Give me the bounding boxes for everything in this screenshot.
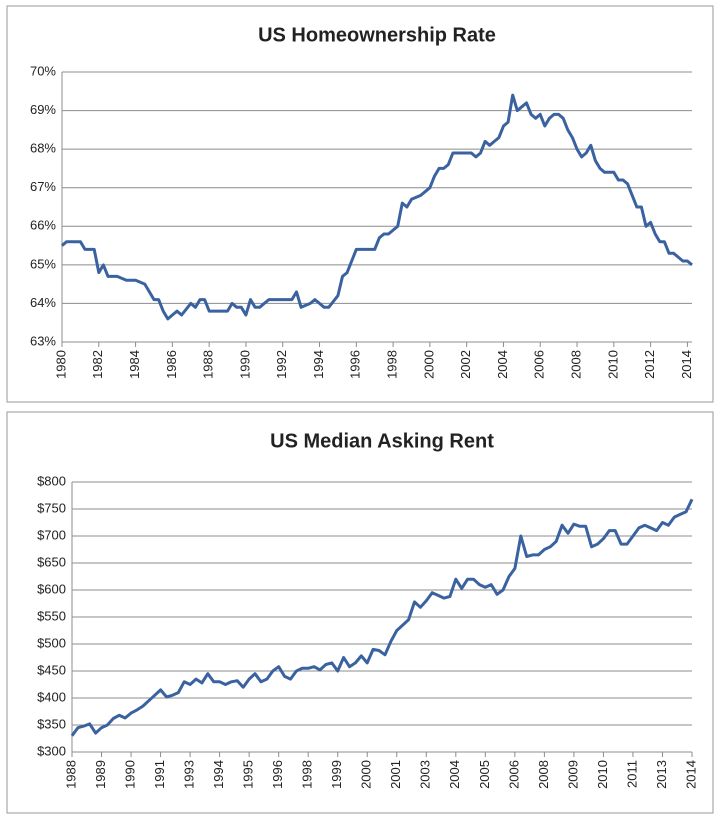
x-tick-label: 2004 (495, 350, 510, 379)
x-tick-label: 1982 (90, 350, 105, 379)
x-tick-label: 1995 (241, 760, 256, 789)
y-tick-label: $800 (37, 473, 66, 488)
x-tick-label: 1980 (53, 350, 68, 379)
y-tick-label: 64% (30, 295, 56, 310)
y-tick-label: $400 (37, 689, 66, 704)
y-tick-label: $350 (37, 716, 66, 731)
x-tick-label: 2004 (447, 760, 462, 789)
x-tick-label: 2011 (624, 760, 639, 788)
y-tick-label: 63% (30, 333, 56, 348)
x-tick-label: 2008 (568, 350, 583, 379)
y-tick-label: 66% (30, 218, 56, 233)
x-tick-label: 2009 (565, 760, 580, 789)
x-tick-label: 2002 (458, 350, 473, 379)
y-tick-label: 65% (30, 256, 56, 271)
y-tick-label: $600 (37, 581, 66, 596)
x-tick-label: 2012 (642, 350, 657, 379)
x-tick-label: 1991 (152, 760, 167, 789)
x-tick-label: 2014 (683, 760, 698, 789)
data-line (70, 498, 694, 737)
x-tick-label: 1990 (237, 350, 252, 379)
x-tick-label: 2005 (477, 760, 492, 789)
x-tick-label: 2000 (359, 760, 374, 789)
y-tick-label: $750 (37, 500, 66, 515)
x-tick-label: 1994 (311, 350, 326, 379)
panel (6, 411, 714, 814)
x-tick-label: 1998 (300, 760, 315, 789)
x-tick-label: 2014 (679, 350, 694, 379)
y-tick-label: 67% (30, 179, 56, 194)
y-tick-label: $650 (37, 554, 66, 569)
x-tick-label: 2008 (536, 760, 551, 789)
y-tick-label: 68% (30, 141, 56, 156)
x-tick-label: 1990 (122, 760, 137, 789)
y-tick-label: 69% (30, 102, 56, 117)
x-tick-label: 1988 (63, 760, 78, 789)
x-tick-label: 2013 (654, 760, 669, 789)
y-tick-label: $550 (37, 608, 66, 623)
x-tick-label: 2000 (421, 350, 436, 379)
data-line (61, 93, 693, 321)
x-tick-label: 1984 (127, 350, 142, 379)
x-tick-label: 2001 (388, 760, 403, 789)
x-tick-label: 2006 (532, 350, 547, 379)
chart-title: US Median Asking Rent (270, 430, 494, 452)
x-tick-label: 1988 (201, 350, 216, 379)
x-tick-label: 1996 (270, 760, 285, 789)
y-tick-label: $300 (37, 743, 66, 758)
x-tick-label: 2010 (595, 760, 610, 789)
x-tick-label: 2006 (506, 760, 521, 789)
x-tick-label: 2010 (605, 350, 620, 379)
x-tick-label: 1998 (385, 350, 400, 379)
x-tick-label: 1989 (93, 760, 108, 789)
panel (6, 5, 714, 403)
x-tick-label: 2003 (418, 760, 433, 789)
chart-title: US Homeownership Rate (258, 24, 496, 46)
y-tick-label: $450 (37, 662, 66, 677)
x-tick-label: 1993 (182, 760, 197, 789)
x-tick-label: 1996 (348, 350, 363, 379)
y-tick-label: $500 (37, 635, 66, 650)
y-tick-label: 70% (30, 63, 56, 78)
x-tick-label: 1992 (274, 350, 289, 379)
x-tick-label: 1999 (329, 760, 344, 789)
x-tick-label: 1994 (211, 760, 226, 789)
y-tick-label: $700 (37, 527, 66, 542)
x-tick-label: 1986 (164, 350, 179, 379)
